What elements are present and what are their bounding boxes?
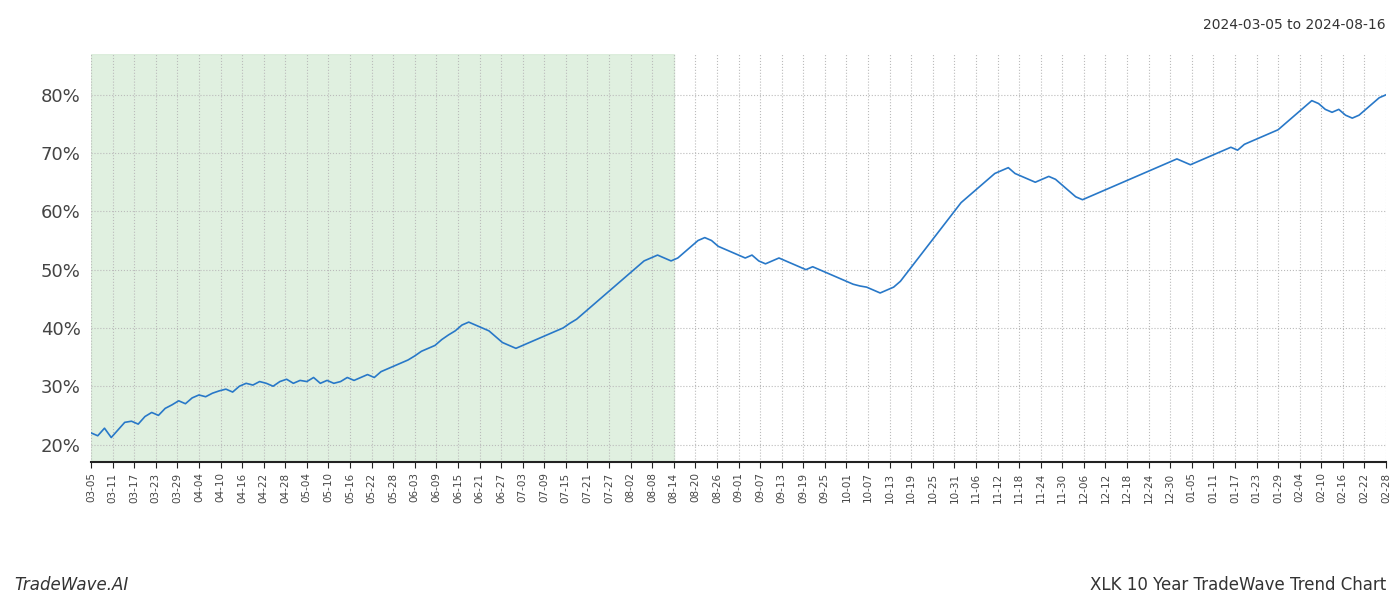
Text: TradeWave.AI: TradeWave.AI [14,576,129,594]
Text: XLK 10 Year TradeWave Trend Chart: XLK 10 Year TradeWave Trend Chart [1089,576,1386,594]
Text: 2024-03-05 to 2024-08-16: 2024-03-05 to 2024-08-16 [1204,18,1386,32]
Bar [91,54,673,462]
